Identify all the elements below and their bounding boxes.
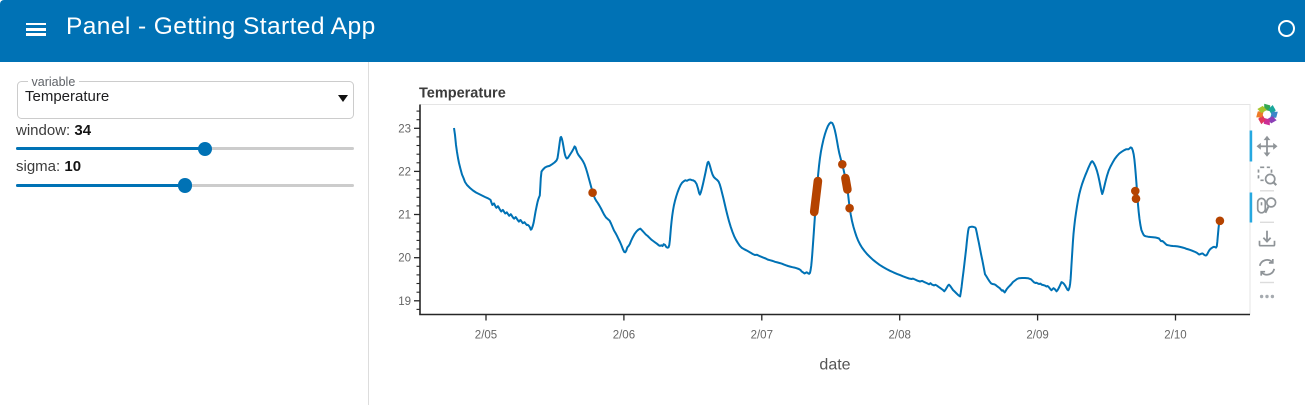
svg-text:2/10: 2/10 bbox=[1164, 330, 1186, 342]
svg-text:2/06: 2/06 bbox=[613, 330, 635, 342]
svg-text:Temperature: Temperature bbox=[419, 86, 506, 102]
svg-text:2/05: 2/05 bbox=[475, 330, 497, 342]
svg-text:2/08: 2/08 bbox=[889, 330, 911, 342]
svg-text:2/07: 2/07 bbox=[751, 330, 773, 342]
svg-text:date: date bbox=[819, 357, 850, 374]
svg-text:23: 23 bbox=[398, 123, 411, 135]
svg-text:19: 19 bbox=[398, 296, 411, 308]
svg-text:2/09: 2/09 bbox=[1026, 330, 1048, 342]
svg-text:22: 22 bbox=[398, 166, 411, 178]
svg-text:21: 21 bbox=[398, 210, 411, 222]
svg-text:20: 20 bbox=[398, 253, 411, 265]
